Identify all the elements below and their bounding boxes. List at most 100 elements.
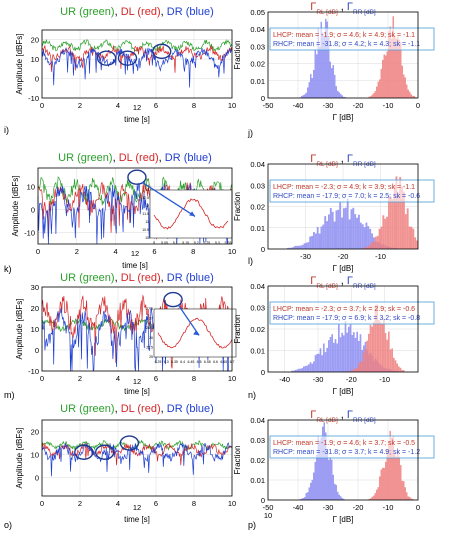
hist-bar: [396, 363, 398, 372]
title-part: Γ: [310, 409, 316, 421]
hist-bar: [320, 226, 323, 249]
y-tick-label: 0: [261, 368, 265, 377]
hist-bar: [336, 343, 338, 372]
inset-ytick: 27.5: [146, 307, 153, 311]
hist-bar: [329, 337, 332, 372]
hist-bar: [353, 369, 355, 372]
hist-bar: [331, 334, 333, 372]
x-tick-label: 0: [36, 247, 40, 256]
hist-bar: [328, 37, 330, 98]
hist-bar: [391, 348, 393, 372]
hist-bar: [373, 242, 375, 249]
title-part: DL (red): [121, 403, 161, 415]
hist-bar: [399, 177, 402, 249]
legend-entry: LHCP: mean = -1.9; σ = 4.6; k = 3.7; sk …: [273, 440, 415, 447]
inset-xtick: 6.4: [180, 360, 185, 364]
hist-bar: [307, 492, 309, 500]
x-axis-label: Γ [dB]: [333, 387, 354, 396]
panel-label: j): [247, 128, 253, 138]
x-tick-label: 2: [78, 374, 82, 383]
title-part: DR (blue): [167, 403, 214, 415]
y-tick-label: 10: [31, 325, 39, 334]
hist-bar: [343, 335, 345, 372]
hist-bar: [320, 437, 322, 500]
highlight-ellipse: [117, 50, 138, 66]
hist-bar: [323, 36, 325, 98]
hist-bar: [410, 226, 413, 249]
hist-bar: [316, 226, 319, 249]
highlight-ellipse: [151, 43, 172, 60]
hist-bar: [323, 422, 325, 500]
hist-title: ΓRL [dB] , ΓRR [dB]: [310, 275, 376, 290]
hist-bar: [404, 214, 407, 249]
hist-bar: [337, 209, 340, 249]
x-tick-label: -20: [346, 375, 357, 384]
hist-bar: [413, 95, 415, 98]
hist-bar: [377, 81, 379, 98]
x-extra-label: 12: [133, 103, 141, 112]
hist-bar: [365, 247, 368, 249]
hist-bar: [338, 494, 340, 500]
hist-bar: [322, 426, 324, 500]
legend-entry: LHCP: mean = -1.9; σ = 4.6; k = 4.9; sk …: [273, 32, 415, 39]
inset-ytick: 25.5: [146, 345, 153, 349]
hist-bar: [403, 74, 405, 98]
hist-bar: [341, 95, 343, 98]
x-extra-label: 12: [131, 249, 139, 258]
axes-frame: [41, 286, 233, 372]
hist-bar: [306, 365, 308, 372]
x-tick-label: -20: [338, 252, 349, 261]
hist-bar: [403, 370, 405, 372]
hist-bar: [314, 461, 316, 500]
y-tick-label: 0: [35, 474, 39, 483]
hist-bar: [389, 26, 391, 98]
hist-bar: [325, 432, 327, 500]
hist-bar: [364, 348, 367, 372]
hist-bar: [318, 353, 320, 372]
series-line: [37, 176, 233, 206]
hist-bar: [376, 304, 378, 372]
hist-bar: [386, 51, 388, 98]
series-line: [41, 442, 233, 477]
hist-bar: [379, 321, 382, 372]
hist-bar: [379, 79, 381, 98]
inset-line: [153, 198, 229, 230]
hist-bar: [391, 437, 393, 500]
title-part: DL (red): [121, 272, 161, 284]
x-tick-label: 4: [116, 101, 120, 110]
hist-bar: [354, 214, 357, 249]
title-part: ,: [338, 153, 347, 165]
hist-bar: [369, 324, 372, 372]
hist-bar: [301, 96, 303, 98]
axes-frame: [267, 285, 419, 373]
hist-bar: [361, 349, 363, 372]
y-axis-label: Amplitude [dBFs]: [11, 176, 20, 237]
hist-bar: [406, 208, 409, 249]
hist-bar: [324, 352, 327, 372]
hist-bar: [401, 369, 403, 372]
hist-bar: [388, 195, 390, 249]
axes-frame: [267, 419, 419, 501]
hist-bar: [313, 232, 315, 249]
inset-xtick: 6.6: [213, 360, 218, 364]
hist-bar: [348, 326, 350, 372]
hist-bar: [384, 218, 387, 249]
hist-bar: [406, 84, 408, 98]
panel-label: o): [4, 520, 12, 530]
inset-ytick: 12: [145, 204, 149, 208]
x-tick-label: -50: [263, 101, 274, 110]
y-tick-label: 0.04: [250, 160, 265, 169]
hist-bar: [335, 484, 337, 500]
hist-bar: [384, 333, 387, 372]
hist-bar: [371, 94, 373, 98]
hist-bar: [343, 498, 345, 500]
hist-bar: [412, 228, 415, 249]
title-part: UR (green): [60, 6, 114, 18]
y-tick-label: 0.03: [250, 436, 265, 445]
y-axis-label: Amplitude [dBFs]: [15, 34, 24, 95]
x-tick-label: 4: [116, 499, 120, 508]
title-part: DR (blue): [167, 6, 214, 18]
hist-bar: [389, 196, 392, 249]
x-tick-label: 8: [192, 499, 196, 508]
x-tick-label: 0: [40, 101, 44, 110]
